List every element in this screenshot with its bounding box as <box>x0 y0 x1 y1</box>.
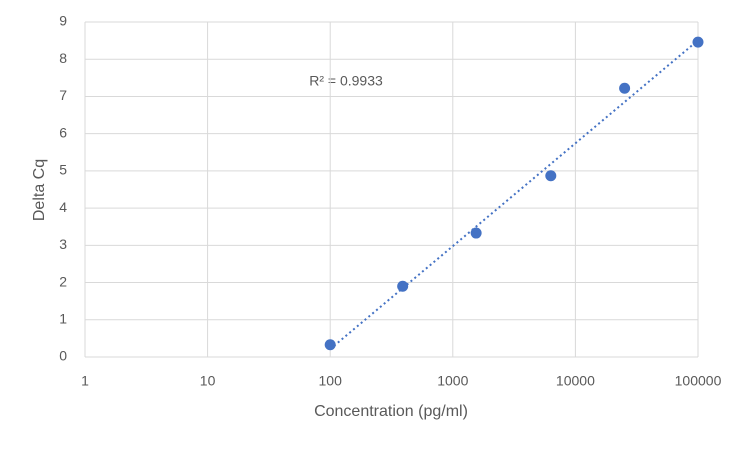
data-point <box>470 227 482 239</box>
x-tick-label: 100 <box>319 373 343 389</box>
x-tick-label: 1 <box>81 373 89 389</box>
y-tick-label: 4 <box>59 199 67 215</box>
trendline <box>329 39 699 350</box>
data-point <box>545 170 557 182</box>
x-tick-label: 10000 <box>556 373 595 389</box>
y-tick-label: 5 <box>59 162 67 178</box>
y-tick-label: 3 <box>59 236 67 252</box>
data-point <box>324 339 336 351</box>
y-tick-label: 2 <box>59 273 67 289</box>
y-axis-title: Delta Cq <box>31 159 48 221</box>
x-tick-label: 10 <box>200 373 216 389</box>
data-point <box>692 36 704 48</box>
y-tick-label: 0 <box>59 348 67 364</box>
data-point <box>619 82 631 94</box>
y-tick-label: 1 <box>59 310 67 326</box>
x-tick-label: 100000 <box>675 373 722 389</box>
y-tick-label: 6 <box>59 124 67 140</box>
y-tick-label: 8 <box>59 50 67 66</box>
data-point <box>397 280 409 292</box>
y-tick-label: 9 <box>59 13 67 29</box>
x-tick-label: 1000 <box>437 373 468 389</box>
y-tick-label: 7 <box>59 87 67 103</box>
x-axis-title: Concentration (pg/ml) <box>314 403 468 420</box>
r-squared-annotation: R² = 0.9933 <box>309 73 383 89</box>
